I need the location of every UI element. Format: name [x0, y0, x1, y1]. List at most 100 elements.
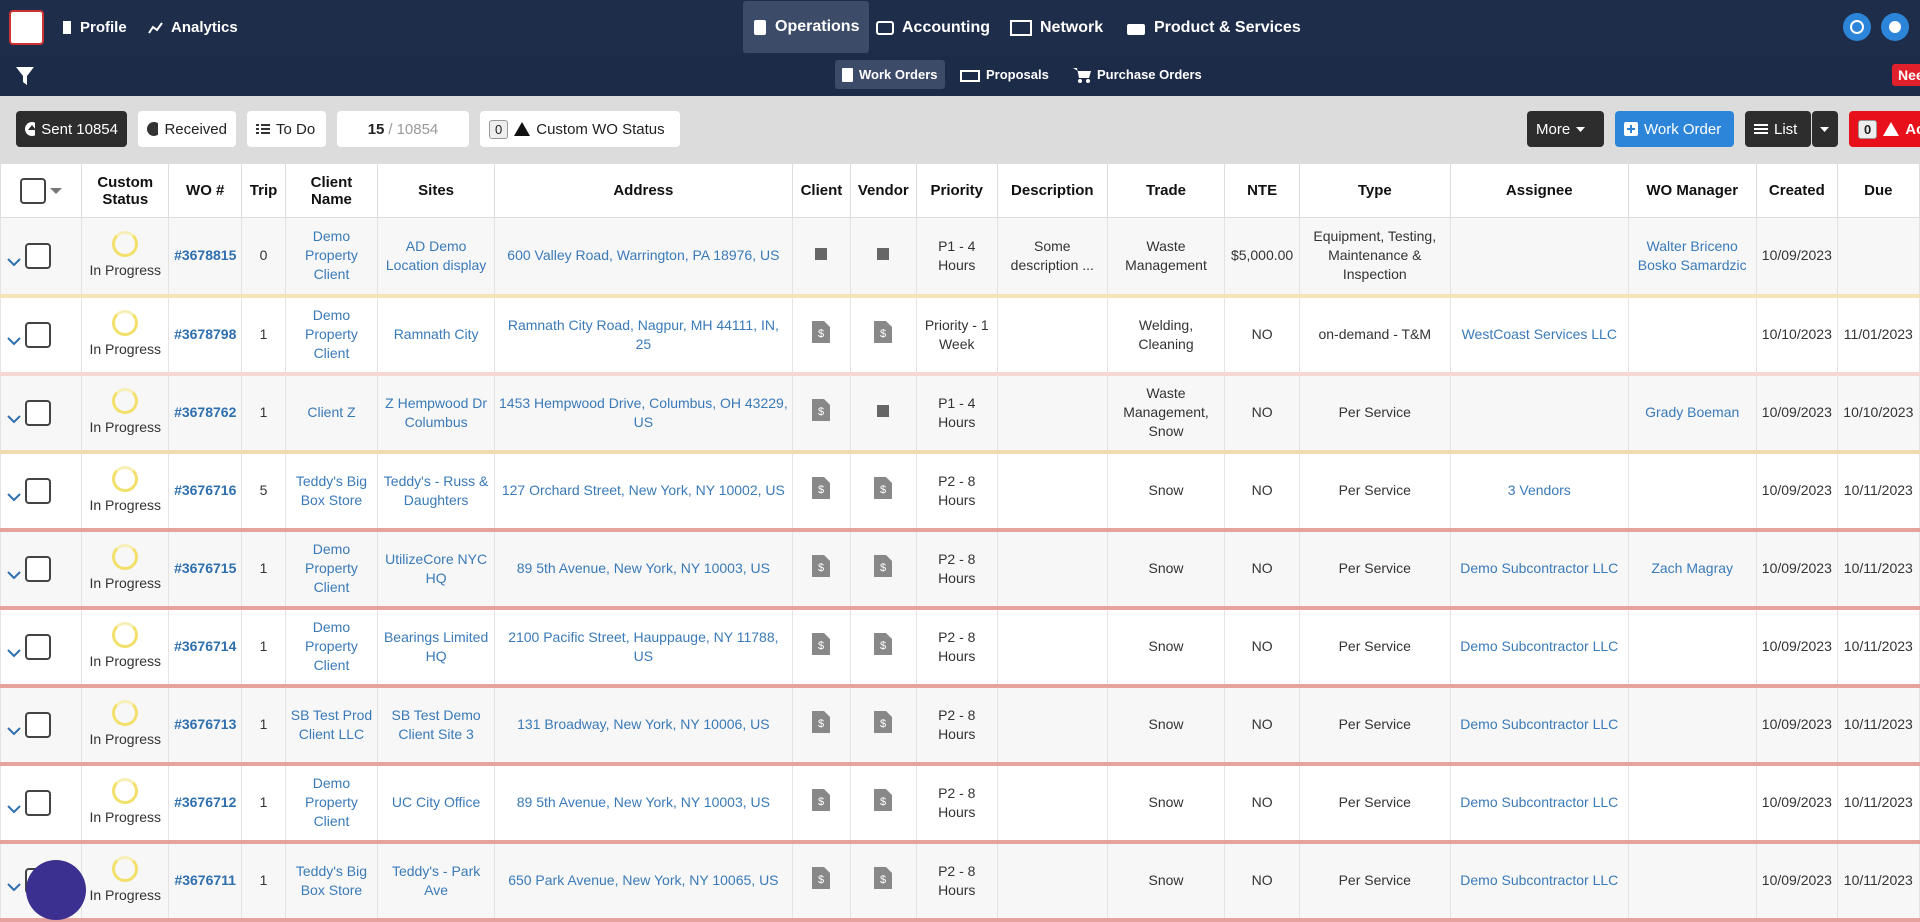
nav-item[interactable]: Profile	[62, 0, 127, 55]
vendor-icon[interactable]: $	[851, 452, 916, 530]
manager-cell[interactable]	[1628, 842, 1756, 920]
client-cell[interactable]: Teddy's Big Box Store	[285, 842, 378, 920]
wo-cell[interactable]: #3676716	[169, 452, 242, 530]
vendor-icon[interactable]: $	[851, 842, 916, 920]
expand-chevron[interactable]	[7, 648, 21, 658]
client-cell[interactable]: Demo Property Client	[285, 296, 378, 374]
nav-item[interactable]: Operations	[743, 1, 869, 53]
row-select[interactable]	[1, 218, 82, 296]
work-order-button[interactable]: Work Order	[1615, 111, 1734, 147]
site-cell[interactable]: Bearings Limited HQ	[378, 608, 495, 686]
wo-cell[interactable]: #3678798	[169, 296, 242, 374]
checkbox[interactable]	[25, 243, 51, 269]
column-header[interactable]: Trip	[242, 164, 285, 218]
column-header[interactable]: WO #	[169, 164, 242, 218]
site-cell[interactable]: Teddy's - Russ & Daughters	[378, 452, 495, 530]
vendor-icon[interactable]: $	[851, 764, 916, 842]
pager[interactable]: 15/10854	[337, 111, 469, 147]
alert-button[interactable]: 0Ac	[1849, 111, 1920, 147]
column-header[interactable]: Due	[1838, 164, 1919, 218]
nav-item[interactable]: Product & Services	[1126, 0, 1301, 55]
filter-icon[interactable]	[15, 66, 35, 86]
address-cell[interactable]: 127 Orchard Street, New York, NY 10002, …	[494, 452, 792, 530]
received-button[interactable]: Received	[138, 111, 236, 147]
assignee-cell[interactable]: Demo Subcontractor LLC	[1450, 842, 1628, 920]
column-header[interactable]: Type	[1299, 164, 1450, 218]
client-cell[interactable]: Demo Property Client	[285, 608, 378, 686]
assignee-cell[interactable]	[1450, 218, 1628, 296]
select-all[interactable]	[1, 164, 82, 218]
column-header[interactable]: Created	[1756, 164, 1837, 218]
client-cell[interactable]: Demo Property Client	[285, 764, 378, 842]
column-header[interactable]: Assignee	[1450, 164, 1628, 218]
site-cell[interactable]: Ramnath City	[378, 296, 495, 374]
client-icon[interactable]: $	[792, 530, 850, 608]
manager-cell[interactable]	[1628, 296, 1756, 374]
checkbox[interactable]	[25, 556, 51, 582]
client-icon[interactable]: $	[792, 608, 850, 686]
checkbox[interactable]	[25, 634, 51, 660]
expand-chevron[interactable]	[7, 257, 21, 267]
vendor-icon[interactable]: $	[851, 608, 916, 686]
chat-widget[interactable]	[26, 860, 86, 920]
row-select[interactable]	[1, 452, 82, 530]
nav-icons[interactable]	[1843, 13, 1913, 43]
manager-cell[interactable]: Grady Boeman	[1628, 374, 1756, 452]
manager-cell[interactable]: Walter Briceno Bosko Samardzic	[1628, 218, 1756, 296]
wo-cell[interactable]: #3676711	[169, 842, 242, 920]
expand-chevron[interactable]	[7, 570, 21, 580]
site-cell[interactable]: UtilizeCore NYC HQ	[378, 530, 495, 608]
wo-cell[interactable]: #3676715	[169, 530, 242, 608]
column-header[interactable]: WO Manager	[1628, 164, 1756, 218]
column-header[interactable]: Address	[494, 164, 792, 218]
expand-chevron[interactable]	[7, 882, 21, 892]
column-header[interactable]: Priority	[916, 164, 997, 218]
alert-badge[interactable]: Nee	[1892, 64, 1920, 86]
assignee-cell[interactable]: Demo Subcontractor LLC	[1450, 764, 1628, 842]
nav-item[interactable]: Accounting	[876, 0, 990, 55]
sub-nav-item[interactable]: Proposals	[953, 60, 1056, 89]
expand-chevron[interactable]	[7, 726, 21, 736]
row-select[interactable]	[1, 296, 82, 374]
site-cell[interactable]: UC City Office	[378, 764, 495, 842]
row-select[interactable]	[1, 686, 82, 764]
address-cell[interactable]: 89 5th Avenue, New York, NY 10003, US	[494, 530, 792, 608]
manager-cell[interactable]: Zach Magray	[1628, 530, 1756, 608]
logo[interactable]	[9, 10, 44, 45]
sub-nav-item[interactable]: Work Orders	[835, 60, 945, 89]
sent-button[interactable]: Sent 10854	[16, 111, 127, 147]
vendor-icon[interactable]: $	[851, 686, 916, 764]
more-button[interactable]: More	[1527, 111, 1604, 147]
column-header[interactable]: Vendor	[851, 164, 916, 218]
row-select[interactable]	[1, 530, 82, 608]
column-header[interactable]: NTE	[1225, 164, 1299, 218]
client-icon[interactable]: $	[792, 452, 850, 530]
site-cell[interactable]: Z Hempwood Dr Columbus	[378, 374, 495, 452]
checkbox[interactable]	[25, 400, 51, 426]
column-header[interactable]: Client Name	[285, 164, 378, 218]
site-cell[interactable]: AD Demo Location display	[378, 218, 495, 296]
address-cell[interactable]: 600 Valley Road, Warrington, PA 18976, U…	[494, 218, 792, 296]
checkbox[interactable]	[25, 712, 51, 738]
expand-chevron[interactable]	[7, 336, 21, 346]
site-cell[interactable]: SB Test Demo Client Site 3	[378, 686, 495, 764]
nav-item[interactable]: Analytics	[148, 0, 238, 55]
wo-cell[interactable]: #3676713	[169, 686, 242, 764]
list-button[interactable]: List	[1745, 111, 1811, 147]
manager-cell[interactable]	[1628, 764, 1756, 842]
client-icon[interactable]: $	[792, 374, 850, 452]
expand-chevron[interactable]	[7, 492, 21, 502]
assignee-cell[interactable]: 3 Vendors	[1450, 452, 1628, 530]
manager-cell[interactable]	[1628, 452, 1756, 530]
vendor-icon[interactable]	[851, 218, 916, 296]
client-cell[interactable]: Demo Property Client	[285, 218, 378, 296]
assignee-cell[interactable]	[1450, 374, 1628, 452]
column-header[interactable]: Trade	[1107, 164, 1225, 218]
client-cell[interactable]: Teddy's Big Box Store	[285, 452, 378, 530]
list-caret[interactable]	[1812, 111, 1838, 147]
expand-chevron[interactable]	[7, 804, 21, 814]
vendor-icon[interactable]	[851, 374, 916, 452]
client-cell[interactable]: Demo Property Client	[285, 530, 378, 608]
client-icon[interactable]	[792, 218, 850, 296]
